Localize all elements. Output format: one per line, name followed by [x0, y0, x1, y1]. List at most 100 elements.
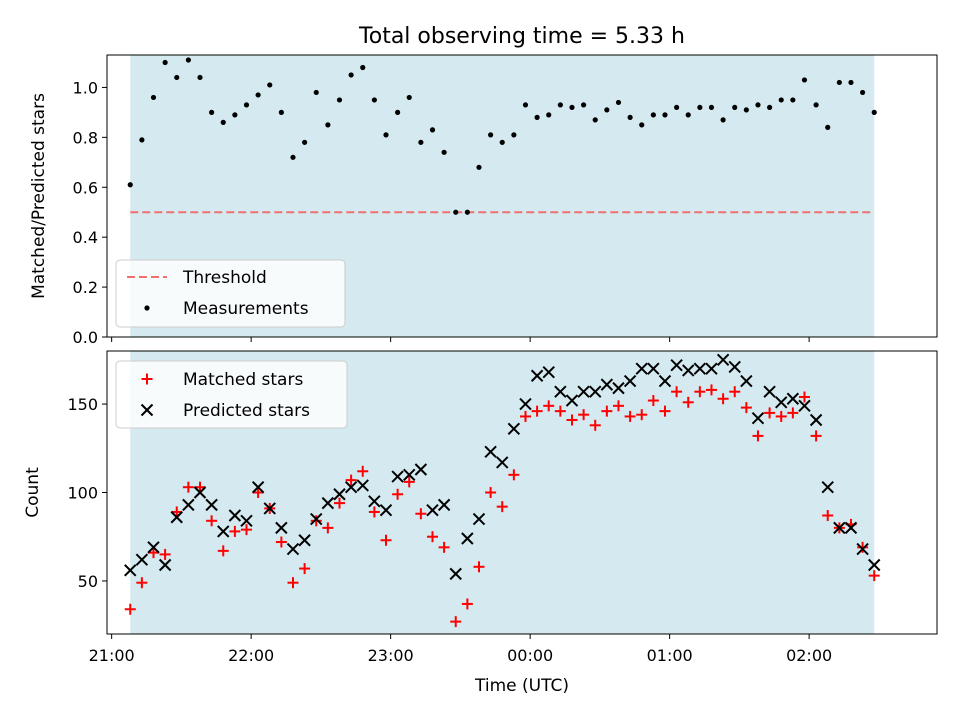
measurement-point: [871, 109, 877, 115]
measurement-point: [429, 127, 436, 133]
measurement-point: [267, 82, 273, 88]
predicted-star-point: [182, 498, 195, 512]
measurement-point: [127, 182, 133, 188]
measurement-point: [441, 149, 447, 155]
predicted-star-point: [658, 374, 672, 388]
measurement-point: [639, 122, 645, 128]
measurement-point: [360, 64, 366, 71]
predicted-star-point: [716, 353, 730, 367]
matched-star-point: [415, 508, 427, 520]
predicted-star-point: [577, 385, 590, 398]
matched-star-point: [403, 476, 415, 488]
measurement-point: [720, 117, 726, 123]
matched-star-point: [240, 524, 252, 536]
measurement-point: [708, 104, 715, 111]
predicted-star-point: [565, 394, 579, 407]
matched-star-point: [473, 561, 485, 573]
matched-star-point: [357, 465, 369, 477]
measurement-point: [662, 112, 668, 118]
predicted-star-point: [821, 480, 834, 494]
predicted-star-point: [833, 521, 846, 535]
matched-star-point: [647, 395, 659, 407]
matched-star-point: [426, 531, 438, 543]
measurement-point: [615, 99, 622, 106]
measurement-point: [627, 114, 633, 120]
predicted-star-point: [391, 470, 404, 483]
measurement-point: [767, 104, 773, 111]
ratio-y-ticks: 0.0 0.2 0.4 0.6 0.8 1.0: [73, 78, 107, 347]
matched-star-point: [485, 487, 497, 498]
ratio-legend: Threshold Measurements: [115, 259, 346, 328]
predicted-star-point: [519, 397, 532, 411]
predicted-star-point: [403, 468, 416, 482]
measurement-point: [395, 109, 401, 115]
matched-star-point: [566, 414, 578, 426]
predicted-star-point: [809, 413, 823, 427]
count-axes-frame: [106, 350, 938, 635]
measurement-point: [674, 104, 680, 111]
predicted-star-point: [228, 509, 242, 522]
x-tick-label: 00:00: [507, 646, 553, 665]
measurement-point: [499, 139, 505, 145]
predicted-star-point: [263, 502, 276, 515]
x-tick-label: 22:00: [228, 646, 274, 665]
measurement-point: [755, 102, 761, 108]
measurement-point: [592, 117, 598, 123]
matched-star-point: [217, 545, 229, 557]
matched-star-point: [659, 405, 671, 417]
matched-star-point: [543, 400, 555, 412]
measurement-point: [488, 132, 494, 138]
matched-star-point: [636, 409, 648, 421]
measurement-point: [290, 154, 296, 160]
legend-predicted-label: Predicted stars: [183, 401, 310, 421]
matched-star-point: [764, 407, 776, 419]
predicted-star-point: [321, 496, 335, 510]
measurement-point: [522, 102, 529, 108]
predicted-star-point: [426, 503, 439, 517]
matched-star-point: [822, 509, 834, 521]
legend-predicted-marker: [140, 403, 154, 417]
measurement-point: [743, 107, 749, 113]
measurement-point: [848, 79, 854, 86]
measurement-point: [697, 104, 703, 111]
matched-star-point: [857, 541, 869, 553]
chart-title: Total observing time = 5.33 h: [358, 24, 685, 49]
predicted-star-point: [310, 512, 323, 526]
legend-predicted-swatch: [140, 403, 154, 417]
ratio-y-tick-label: 0.4: [73, 228, 98, 247]
legend-measurements-swatch: [144, 305, 150, 311]
predicted-star-point: [798, 399, 811, 413]
x-tick-label: 01:00: [647, 646, 693, 665]
matched-star-point: [705, 384, 717, 396]
measurement-point: [801, 77, 808, 83]
measurement-point: [546, 112, 552, 118]
matched-star-point: [578, 409, 590, 421]
predicted-star-point: [240, 514, 253, 528]
measurement-point: [476, 164, 482, 170]
predicted-star-point: [356, 479, 369, 492]
predicted-star-point: [612, 381, 625, 395]
measurement-point: [255, 92, 261, 98]
measurement-point: [790, 97, 796, 103]
matched-star-point: [287, 577, 299, 589]
matched-star-point: [124, 603, 136, 615]
count-y-axis-label: Count: [23, 467, 43, 518]
ratio-legend-box: [115, 259, 346, 328]
matched-star-point: [671, 386, 683, 398]
measurement-point: [685, 112, 691, 118]
matched-star-point: [310, 515, 322, 527]
matched-star-point: [380, 534, 392, 546]
matched-star-point: [171, 506, 183, 518]
measurement-point: [371, 97, 377, 103]
predicted-star-point: [484, 445, 497, 459]
predicted-star-point: [170, 511, 183, 524]
matched-star-point: [740, 402, 752, 414]
predicted-star-point: [275, 521, 288, 535]
predicted-star-point: [472, 512, 486, 526]
measurement-point: [534, 114, 540, 120]
measurement-point: [209, 109, 215, 115]
matched-star-point: [868, 570, 880, 582]
matched-star-point: [206, 515, 218, 527]
measurement-points: [127, 57, 877, 215]
